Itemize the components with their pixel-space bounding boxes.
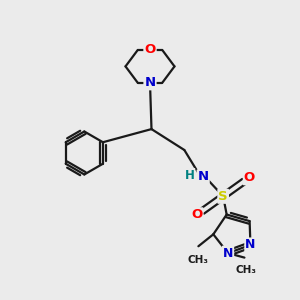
Text: O: O <box>244 171 255 184</box>
Text: CH₃: CH₃ <box>236 265 256 275</box>
Text: O: O <box>191 208 203 221</box>
Text: N: N <box>144 76 156 89</box>
Text: N: N <box>198 170 209 183</box>
Text: S: S <box>218 190 228 203</box>
Text: O: O <box>144 44 156 56</box>
Text: CH₃: CH₃ <box>187 255 208 265</box>
Text: N: N <box>223 247 233 260</box>
Text: H: H <box>184 169 194 182</box>
Text: N: N <box>245 238 256 251</box>
